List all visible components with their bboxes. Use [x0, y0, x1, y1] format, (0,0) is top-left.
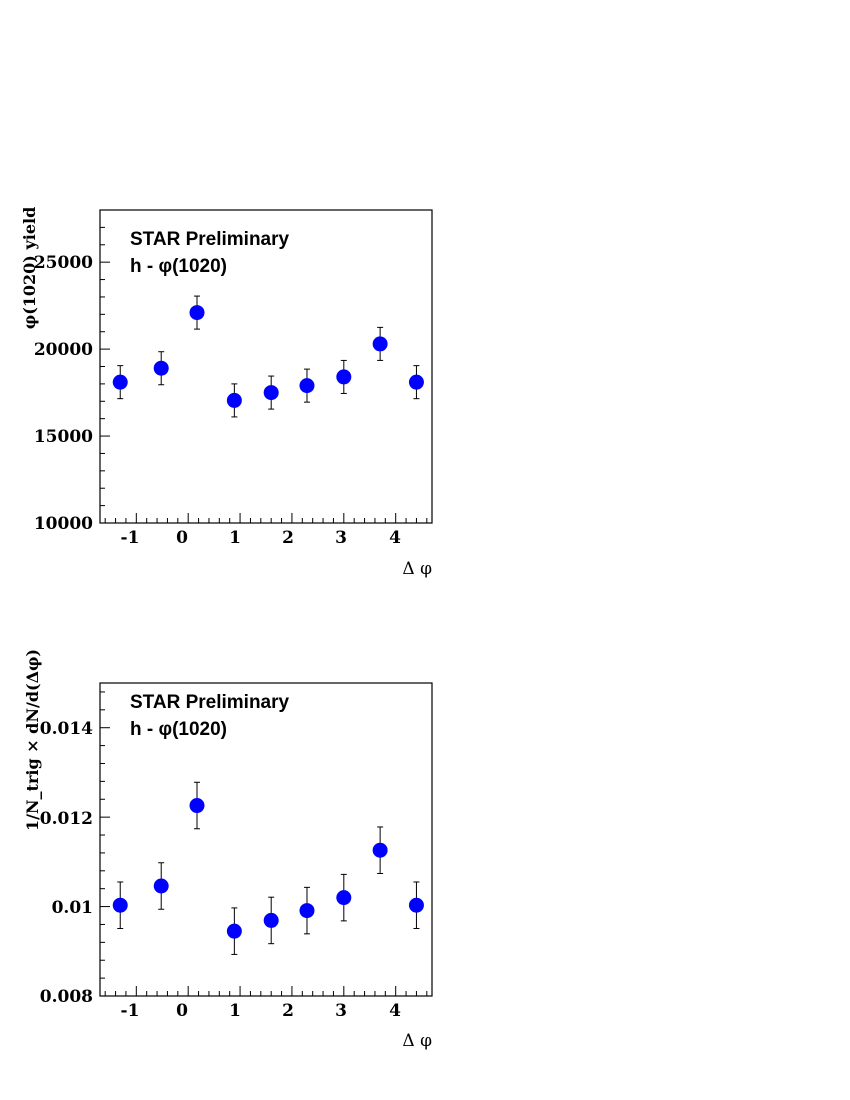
x-tick-label: 0 — [176, 1001, 188, 1021]
annotation-star-preliminary: STAR Preliminary — [130, 692, 290, 713]
error-bars — [117, 781, 420, 955]
data-point — [112, 374, 128, 390]
y-tick-label: 20000 — [34, 340, 93, 360]
data-point — [408, 897, 424, 913]
data-point — [189, 305, 205, 321]
x-tick-label: 4 — [389, 528, 401, 548]
x-tick-label: 1 — [229, 528, 241, 548]
y-axis-label: 1/N_trig × dN/d(Δφ) — [23, 649, 42, 831]
x-axis-label: Δ φ — [402, 1031, 432, 1051]
data-points — [112, 305, 424, 408]
y-tick-label: 10000 — [34, 514, 93, 534]
data-point — [226, 392, 242, 408]
data-point — [299, 378, 315, 394]
plot-frame — [99, 682, 433, 997]
x-tick-label: 0 — [176, 528, 188, 548]
x-tick-label: 2 — [282, 1001, 294, 1021]
data-point — [336, 890, 352, 906]
y-tick-label: 0.01 — [52, 898, 93, 918]
data-point — [153, 360, 169, 376]
x-tick-label: 1 — [229, 1001, 241, 1021]
data-point — [372, 336, 388, 352]
data-point — [299, 903, 315, 919]
data-point — [336, 369, 352, 385]
x-tick-label: 4 — [389, 1001, 401, 1021]
tick-marks — [100, 209, 428, 524]
x-axis-label: Δ φ — [402, 559, 432, 579]
y-tick-label: 0.014 — [40, 719, 93, 739]
y-tick-label: 0.012 — [40, 809, 93, 829]
data-point — [226, 923, 242, 939]
y-tick-label: 25000 — [34, 253, 93, 273]
x-tick-label: 2 — [282, 528, 294, 548]
y-tick-label: 15000 — [34, 427, 93, 447]
x-tick-label: 3 — [335, 1001, 347, 1021]
annotation-reaction: h - φ(1020) — [130, 256, 227, 277]
data-point — [408, 374, 424, 390]
data-point — [189, 798, 205, 814]
x-tick-label: -1 — [121, 528, 140, 548]
y-axis-label: φ(1020) yield — [20, 207, 39, 330]
x-tick-label: 3 — [335, 528, 347, 548]
data-point — [372, 842, 388, 858]
x-tick-label: -1 — [121, 1001, 140, 1021]
annotation-reaction: h - φ(1020) — [130, 719, 227, 740]
data-point — [263, 912, 279, 928]
y-tick-label: 0.008 — [40, 987, 93, 1007]
data-point — [153, 878, 169, 894]
tick-marks — [100, 691, 428, 997]
data-point — [263, 385, 279, 401]
panel-yield: 10000 15000 20000 25000 -1 0 1 2 3 4 Δ φ… — [20, 207, 433, 579]
data-points — [112, 798, 424, 939]
annotation-star-preliminary: STAR Preliminary — [130, 229, 290, 250]
panel-normalized-yield: 0.008 0.01 0.012 0.014 -1 0 1 2 3 4 Δ φ … — [23, 649, 433, 1051]
data-point — [112, 897, 128, 913]
